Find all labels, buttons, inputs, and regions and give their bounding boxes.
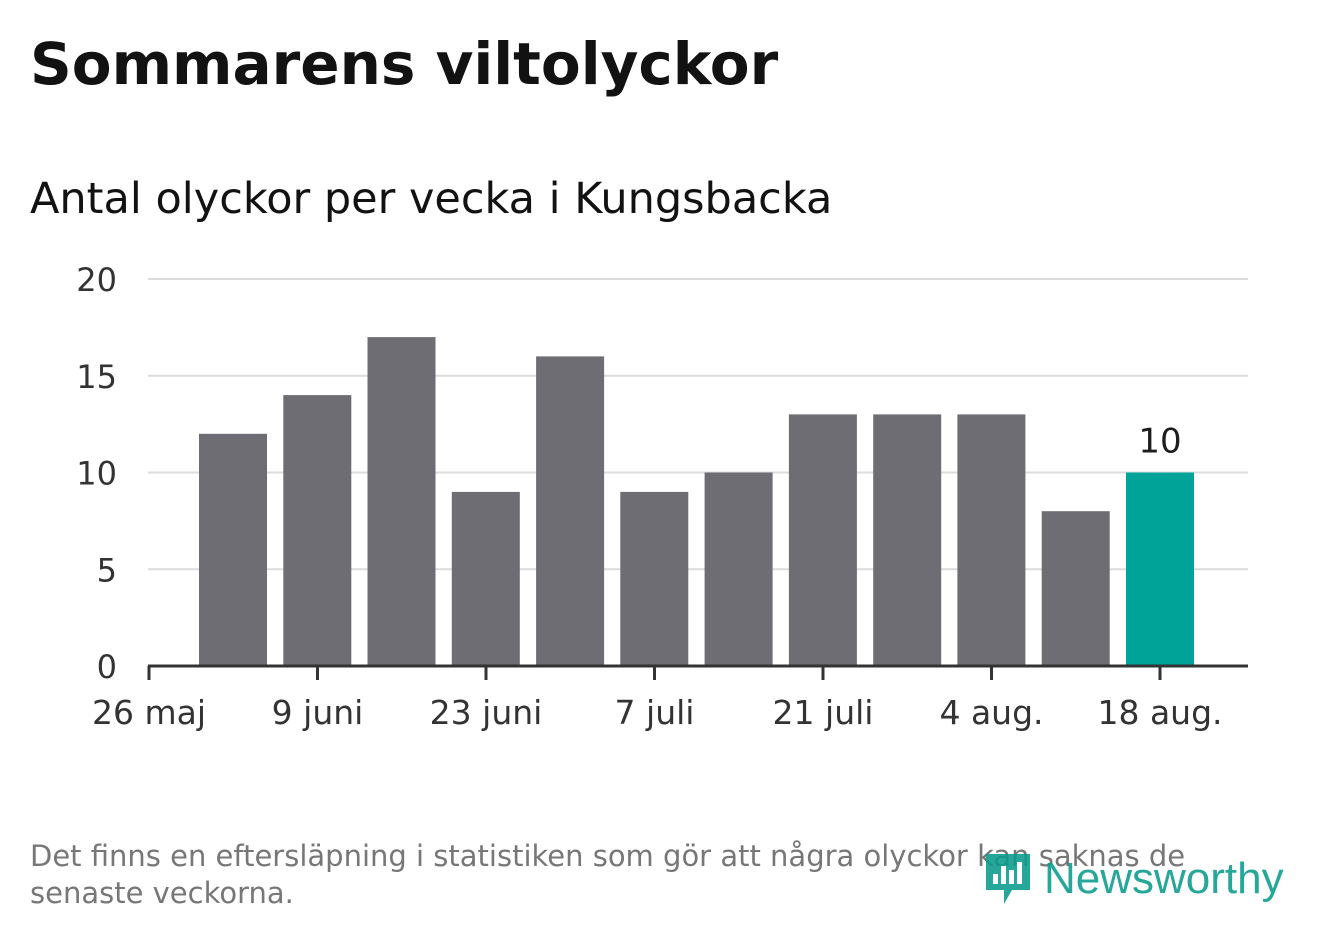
x-tick-label: 23 juni (430, 693, 543, 732)
bar (704, 472, 773, 666)
y-axis-labels: 0 5 10 15 20 (76, 261, 117, 686)
y-tick-label: 20 (76, 261, 117, 299)
bar (957, 414, 1026, 666)
bars (199, 337, 1194, 666)
logo-text: Newsworthy (1044, 854, 1284, 903)
y-tick-label: 10 (76, 455, 117, 493)
bar (451, 491, 520, 666)
x-tick-label: 7 juli (615, 693, 695, 732)
bar (1126, 472, 1194, 666)
bar (788, 414, 857, 666)
y-tick-label: 15 (76, 358, 117, 396)
bar (199, 433, 267, 666)
annotations: 10 (1138, 422, 1181, 462)
x-axis: 26 maj 9 juni 23 juni 7 juli 21 juli 4 aug. 18… (92, 664, 1248, 732)
bar (1041, 511, 1110, 666)
newsworthy-logo: Newsworthy (982, 850, 1284, 908)
bar (536, 356, 605, 666)
x-tick-label: 26 maj (92, 693, 206, 732)
y-tick-label: 5 (97, 551, 117, 589)
x-tick-label: 4 aug. (939, 693, 1043, 732)
x-tick-label: 18 aug. (1097, 693, 1222, 732)
x-tick-label: 21 juli (773, 693, 874, 732)
bar (283, 395, 352, 666)
bar-value-label: 10 (1138, 422, 1181, 462)
y-tick-label: 0 (97, 648, 117, 686)
newsworthy-logo-icon (986, 854, 1030, 904)
bar-chart: 0 5 10 15 20 10 26 maj 9 juni 23 juni 7 juli 21 … (76, 261, 1248, 732)
bar (620, 491, 689, 666)
bar (367, 337, 436, 666)
page-title: Sommarens viltolyckor (30, 30, 779, 98)
bar (873, 414, 942, 666)
chart-subtitle: Antal olyckor per vecka i Kungsbacka (30, 174, 833, 224)
x-tick-label: 9 juni (272, 693, 364, 732)
